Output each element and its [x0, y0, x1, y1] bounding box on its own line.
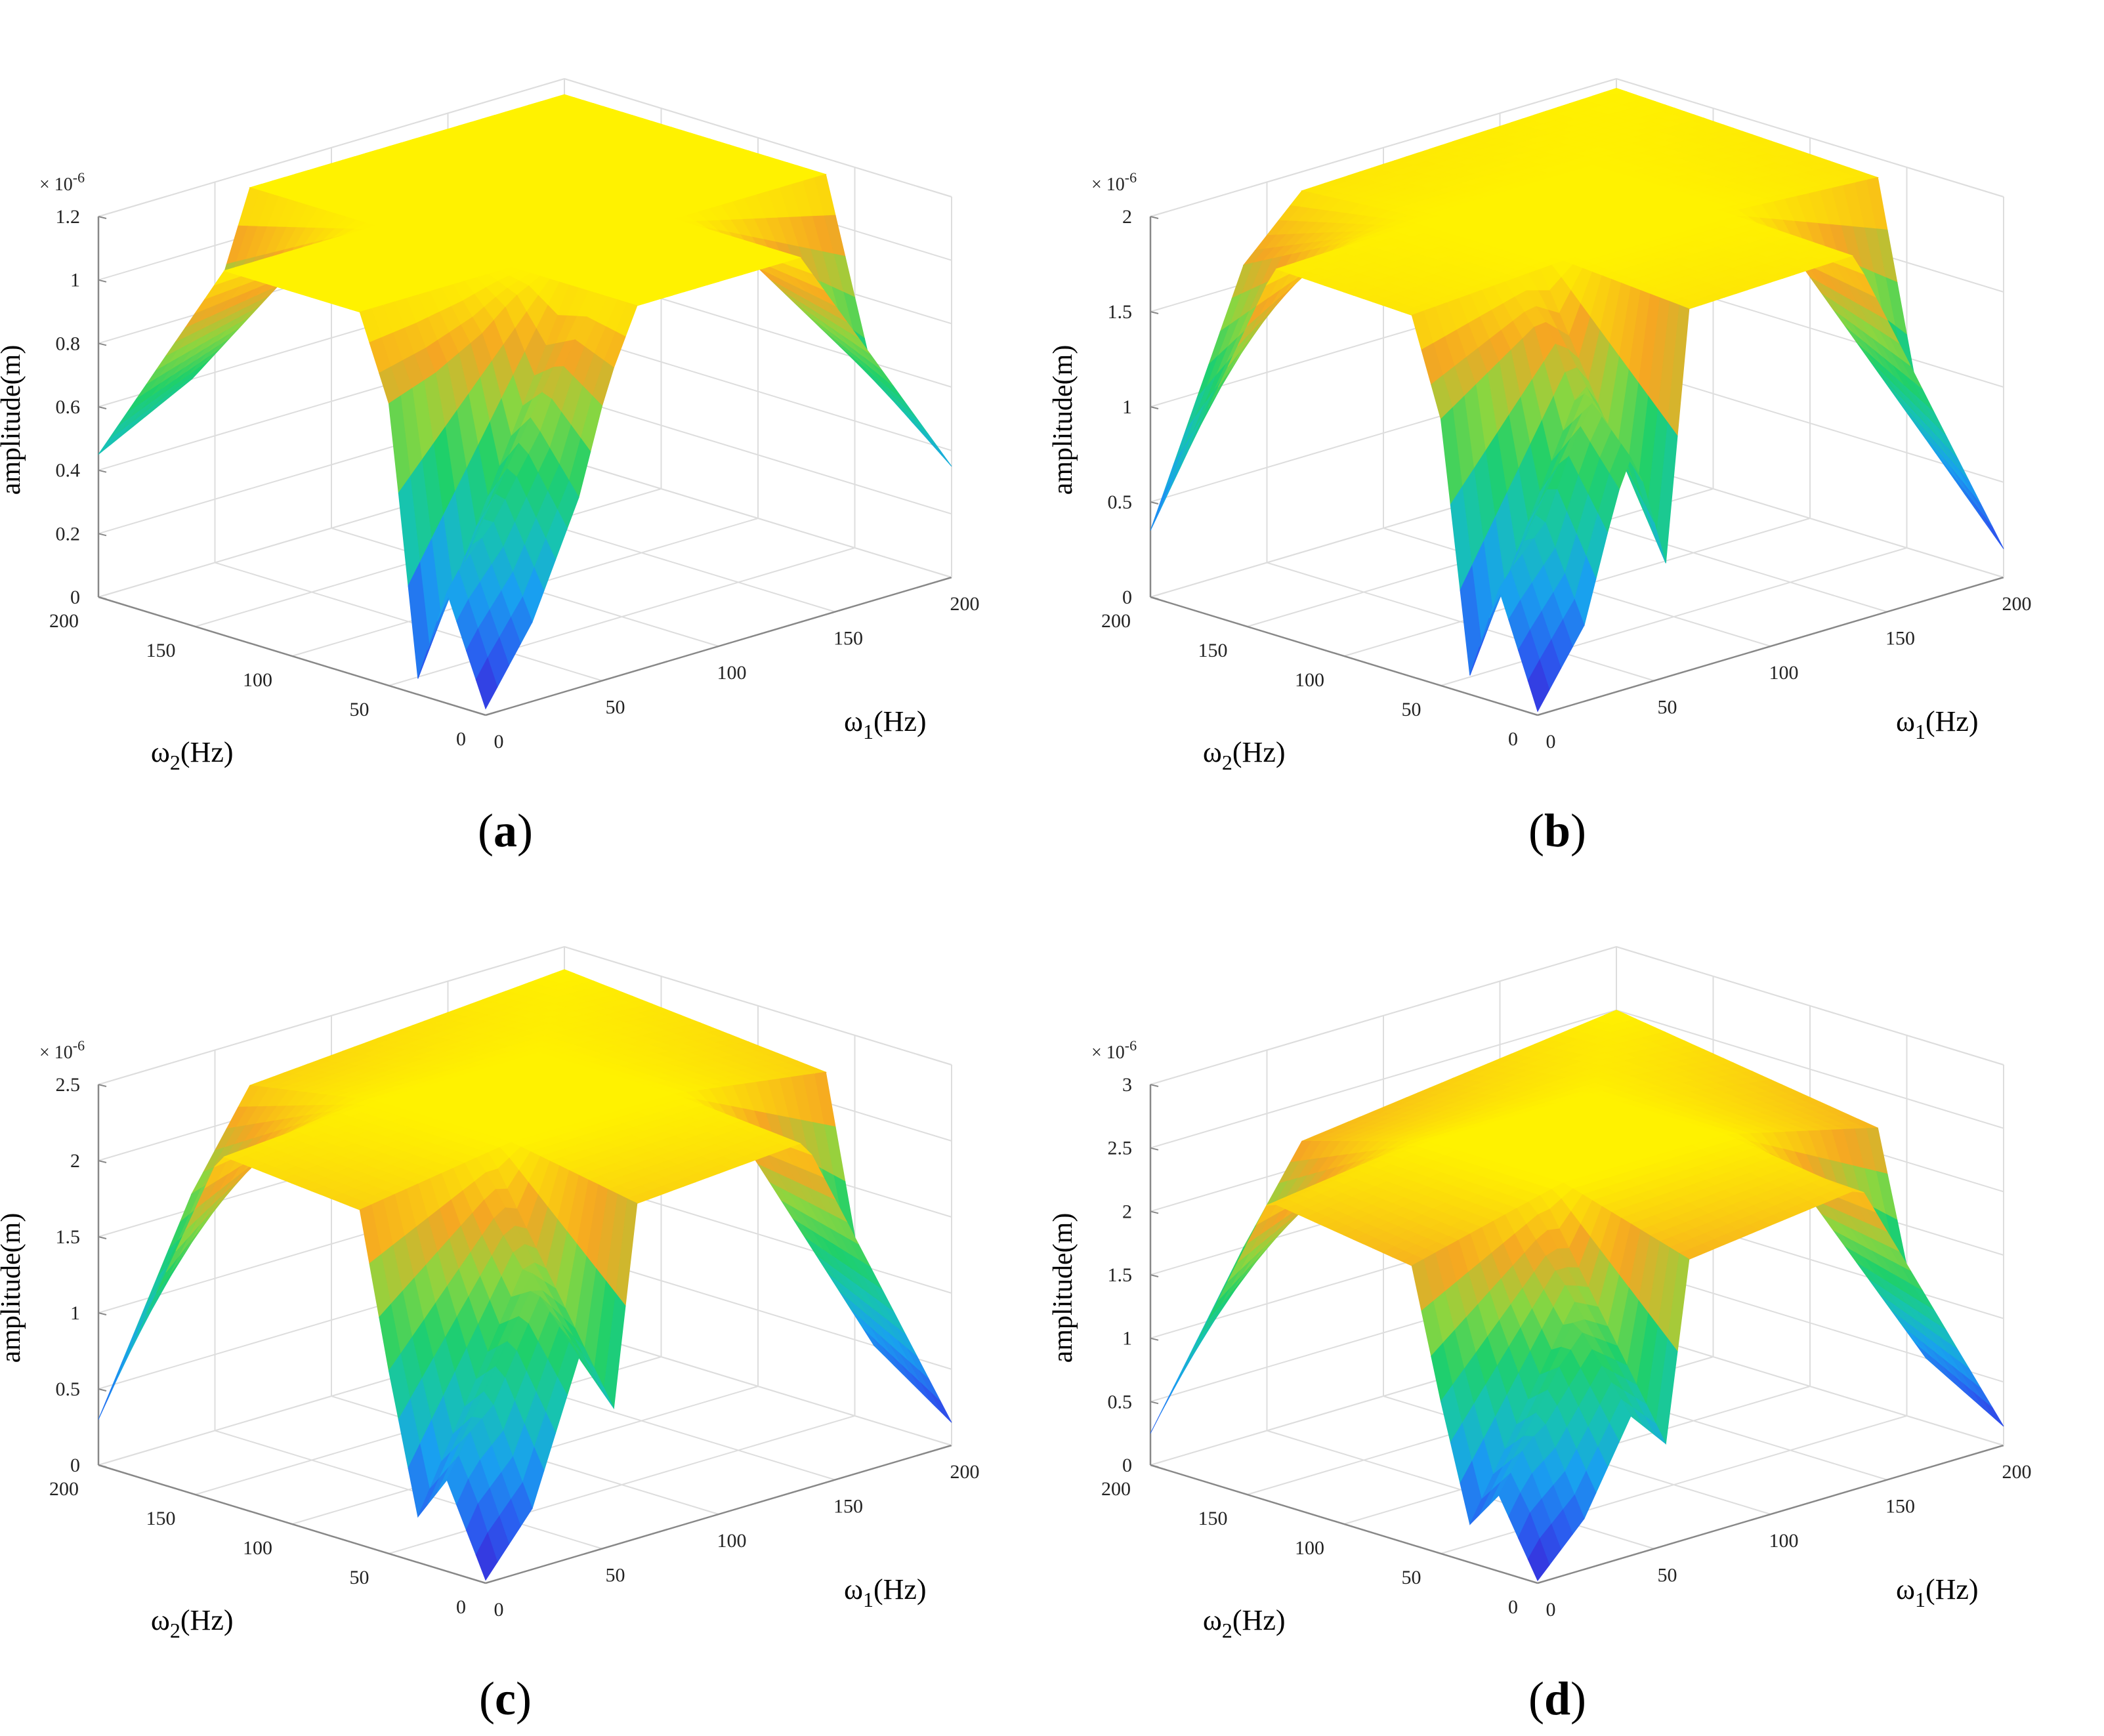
w2-axis-label: ω2(Hz)	[151, 1604, 234, 1642]
w2-tick-label: 50	[1402, 699, 1421, 720]
surface-patch	[1960, 478, 1983, 514]
z-tick-label: 1.2	[56, 206, 81, 228]
w1-axis-label: ω1(Hz)	[844, 1573, 927, 1611]
surface	[98, 969, 952, 1581]
z-tick-label: 0.8	[56, 333, 81, 354]
surface-patch	[906, 409, 929, 435]
w2-tick-label: 200	[49, 610, 79, 632]
surface-patch	[918, 424, 940, 451]
w2-tick-label: 50	[350, 1567, 369, 1588]
z-tick-label: 0	[1122, 587, 1132, 608]
w2-tick-label: 0	[456, 728, 466, 750]
surface-patch	[98, 431, 120, 455]
z-tick-label: 2	[70, 1150, 80, 1172]
w1-tick-label: 200	[950, 1461, 980, 1483]
z-tick-label: 0.5	[1108, 491, 1133, 513]
panel-label: (c)	[479, 1672, 532, 1725]
z-tick-label: 1	[1122, 396, 1132, 418]
z-scale-label: × 10-6	[39, 1037, 85, 1063]
w1-tick-label: 50	[606, 1565, 625, 1586]
w1-tick-label: 50	[606, 697, 625, 718]
surface	[1150, 1010, 2004, 1582]
w1-tick-label: 100	[717, 662, 747, 684]
z-tick-label: 1	[70, 1302, 80, 1324]
chart-panel-a: 00.20.40.60.811.205010015020005010015020…	[0, 77, 980, 857]
surface-patch	[475, 657, 498, 710]
panel-label: (a)	[478, 804, 533, 857]
z-tick-label: 2	[1122, 206, 1132, 228]
z-axis-label: amplitude(m)	[1052, 345, 1078, 495]
surface	[98, 94, 952, 710]
z-axis-label: amplitude(m)	[0, 345, 26, 495]
w1-tick-label: 100	[717, 1530, 747, 1552]
z-tick-label: 1.5	[1108, 301, 1133, 323]
w2-tick-label: 200	[1101, 610, 1131, 632]
w2-axis-label: ω2(Hz)	[151, 736, 234, 774]
w1-tick-label: 0	[494, 731, 504, 753]
surface-patch	[930, 1390, 952, 1423]
z-axis-label: amplitude(m)	[0, 1213, 26, 1363]
w1-axis-label: ω1(Hz)	[844, 705, 927, 743]
w1-tick-label: 200	[2002, 593, 2032, 615]
z-scale-label: × 10-6	[1091, 169, 1137, 195]
w1-axis-label: ω1(Hz)	[1896, 705, 1979, 743]
surface-patch	[1982, 512, 2004, 549]
z-tick-label: 2.5	[56, 1074, 81, 1096]
w2-tick-label: 150	[146, 640, 176, 661]
surface-patch	[885, 384, 908, 409]
surface	[1150, 87, 2004, 713]
w2-tick-label: 150	[1198, 640, 1228, 661]
z-tick-label: 0.4	[56, 460, 81, 482]
w1-tick-label: 0	[1546, 731, 1556, 753]
w2-tick-label: 0	[1508, 728, 1518, 750]
surface-patch	[1970, 491, 1992, 526]
surface-patch	[896, 400, 919, 425]
w2-axis-label: ω2(Hz)	[1203, 736, 1286, 774]
z-scale-label: × 10-6	[39, 169, 85, 195]
z-tick-label: 1.5	[56, 1226, 81, 1248]
z-tick-label: 0.6	[56, 396, 81, 418]
w2-tick-label: 50	[350, 699, 369, 720]
w1-tick-label: 0	[494, 1599, 504, 1621]
surface-patch	[1527, 659, 1550, 713]
z-tick-label: 0	[70, 1455, 80, 1476]
surface-patch	[1972, 500, 1994, 535]
z-tick-label: 0.2	[56, 523, 81, 545]
z-tick-label: 0	[70, 587, 80, 608]
z-tick-label: 1	[70, 270, 80, 291]
w1-tick-label: 150	[833, 1496, 863, 1518]
w1-tick-label: 200	[950, 593, 980, 615]
w2-tick-label: 200	[49, 1478, 79, 1500]
surface-patch	[930, 440, 952, 467]
panel-label: (b)	[1528, 804, 1586, 857]
w2-tick-label: 0	[456, 1596, 466, 1618]
w1-tick-label: 100	[1769, 662, 1799, 684]
z-tick-label: 0.5	[56, 1378, 81, 1400]
w2-tick-label: 100	[243, 669, 272, 691]
w2-tick-label: 150	[146, 1508, 176, 1529]
tick-labels: 00.20.40.60.811.205010015020005010015020…	[49, 206, 980, 753]
w2-tick-label: 100	[1295, 669, 1324, 691]
w1-tick-label: 150	[833, 628, 863, 650]
w1-tick-label: 150	[1885, 628, 1915, 650]
w1-tick-label: 50	[1658, 697, 1677, 718]
surface-patch	[1162, 447, 1184, 498]
w2-tick-label: 100	[243, 1537, 272, 1559]
